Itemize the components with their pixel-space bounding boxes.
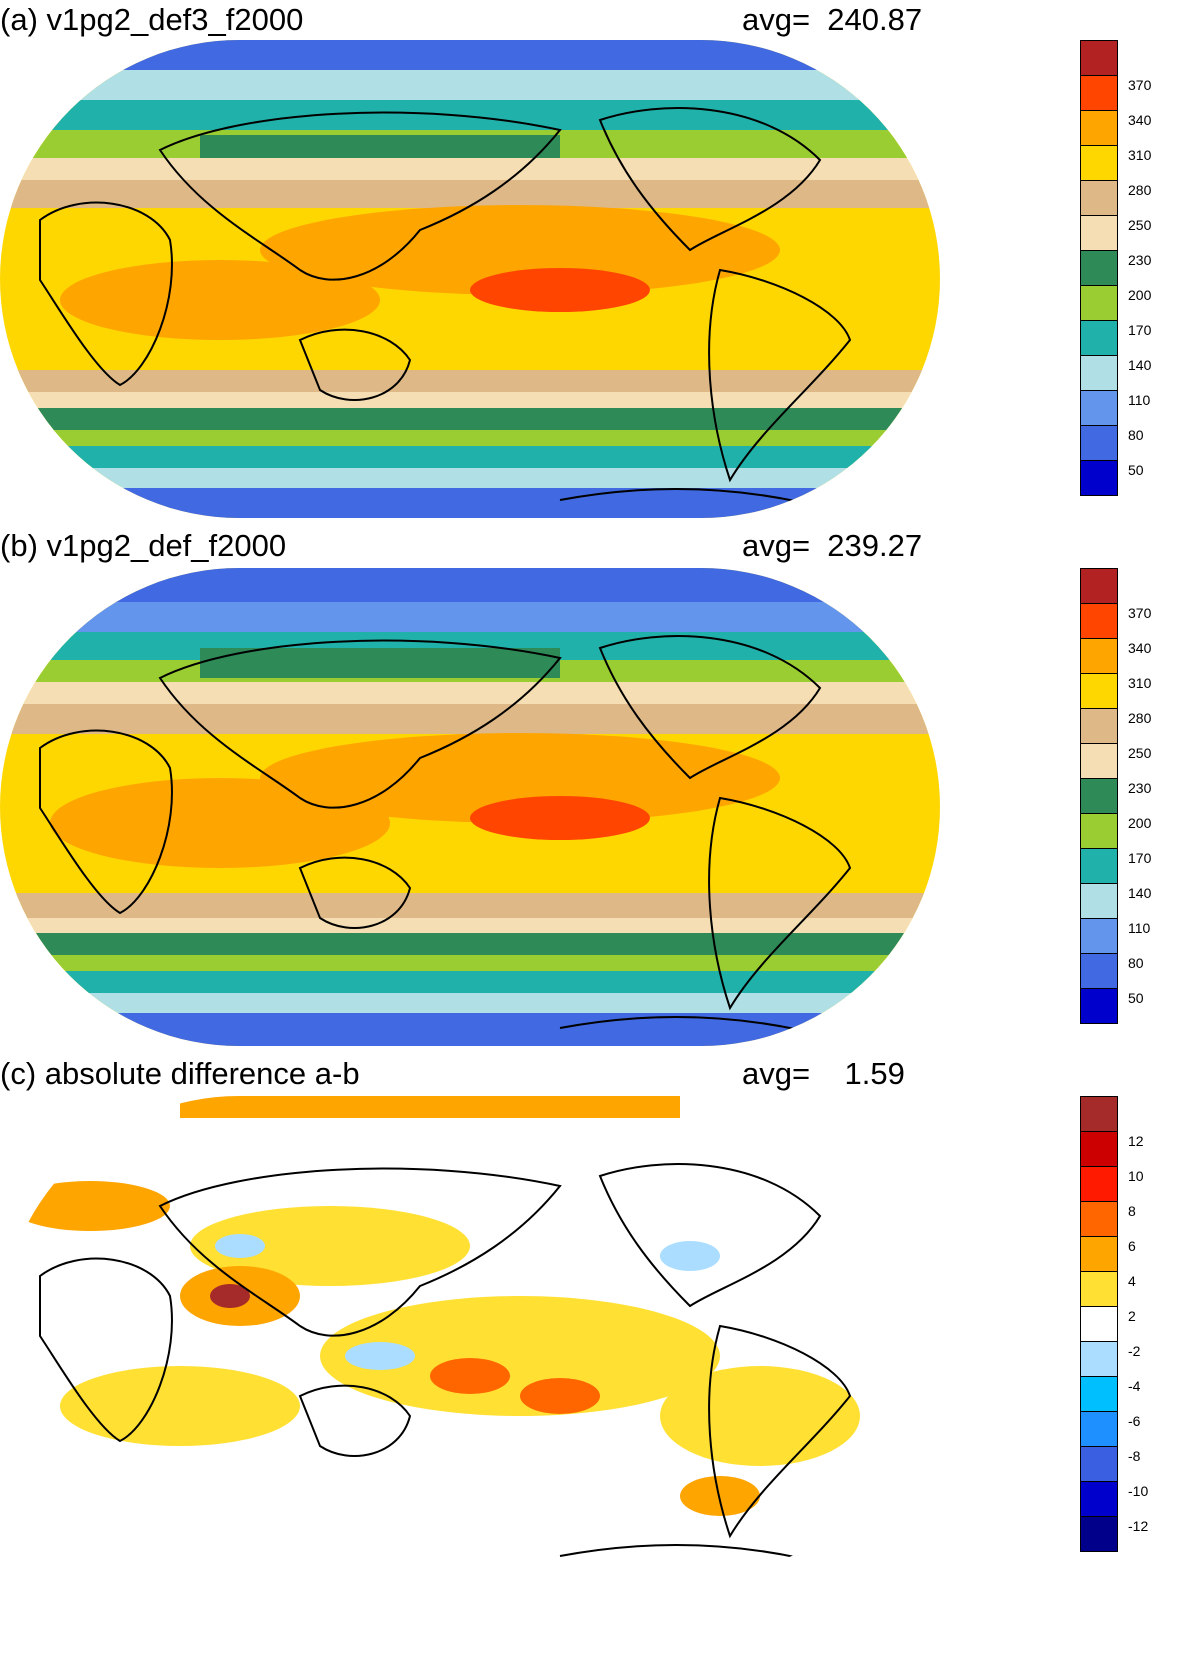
panel-average: avg= 240.87	[742, 2, 923, 37]
colorbar-label: 230	[1128, 780, 1152, 796]
colorbar-label: 4	[1128, 1273, 1136, 1289]
colorbar-swatch	[1080, 425, 1118, 461]
colorbar-a: 370 340 310 280 250 230 200 170 140 110 …	[1080, 40, 1184, 510]
colorbar-swatch	[1080, 1306, 1118, 1342]
colorbar-label: 280	[1128, 710, 1152, 726]
colorbar-label: 6	[1128, 1238, 1136, 1254]
map-a	[0, 40, 940, 518]
colorbar-swatch	[1080, 918, 1118, 954]
colorbar-swatch	[1080, 145, 1118, 181]
colorbar-label: 200	[1128, 815, 1152, 831]
colorbar-label: 280	[1128, 182, 1152, 198]
colorbar-label: 50	[1128, 462, 1144, 478]
colorbar-swatch	[1080, 215, 1118, 251]
colorbar-swatch	[1080, 953, 1118, 989]
colorbar-swatch	[1080, 988, 1118, 1024]
colorbar-swatch	[1080, 568, 1118, 604]
colorbar-label: -8	[1128, 1448, 1141, 1464]
colorbar-swatch	[1080, 708, 1118, 744]
colorbar-label: 170	[1128, 850, 1152, 866]
colorbar-label: 370	[1128, 77, 1152, 93]
colorbar-swatch	[1080, 1376, 1118, 1412]
colorbar-swatch	[1080, 460, 1118, 496]
colorbar-label: 2	[1128, 1308, 1136, 1324]
colorbar-swatch	[1080, 40, 1118, 76]
colorbar-swatch	[1080, 1446, 1118, 1482]
colorbar-swatch	[1080, 285, 1118, 321]
colorbar-label: 170	[1128, 322, 1152, 338]
colorbar-label: 310	[1128, 147, 1152, 163]
colorbar-label: 50	[1128, 990, 1144, 1006]
colorbar-swatch	[1080, 673, 1118, 709]
colorbar-c: 12 10 8 6 4 2 -2 -4 -6 -8 -10 -12	[1080, 1096, 1184, 1566]
colorbar-label: 80	[1128, 427, 1144, 443]
colorbar-swatch	[1080, 180, 1118, 216]
colorbar-label: 110	[1128, 392, 1151, 408]
colorbar-swatch	[1080, 1516, 1118, 1552]
colorbar-swatch	[1080, 1096, 1118, 1132]
colorbar-swatch	[1080, 110, 1118, 146]
colorbar-swatch	[1080, 1166, 1118, 1202]
colorbar-swatch	[1080, 638, 1118, 674]
colorbar-swatch	[1080, 1481, 1118, 1517]
colorbar-swatch	[1080, 743, 1118, 779]
colorbar-label: 340	[1128, 112, 1152, 128]
colorbar-swatch	[1080, 1271, 1118, 1307]
colorbar-label: 230	[1128, 252, 1152, 268]
panel-title: (b) v1pg2_def_f2000	[0, 528, 287, 563]
colorbar-swatch	[1080, 778, 1118, 814]
colorbar-swatch	[1080, 1236, 1118, 1272]
colorbar-label: -2	[1128, 1343, 1141, 1359]
colorbar-label: 12	[1128, 1133, 1144, 1149]
colorbar-swatch	[1080, 813, 1118, 849]
colorbar-label: 10	[1128, 1168, 1144, 1184]
colorbar-label: 200	[1128, 287, 1152, 303]
colorbar-swatch	[1080, 320, 1118, 356]
colorbar-swatch	[1080, 1411, 1118, 1447]
colorbar-swatch	[1080, 1131, 1118, 1167]
map-c	[0, 1096, 940, 1574]
panel-average: avg= 1.59	[742, 1056, 905, 1091]
colorbar-label: -12	[1128, 1518, 1149, 1534]
colorbar-label: 8	[1128, 1203, 1136, 1219]
colorbar-label: 140	[1128, 885, 1152, 901]
colorbar-label: 340	[1128, 640, 1152, 656]
colorbar-swatch	[1080, 1201, 1118, 1237]
colorbar-swatch	[1080, 355, 1118, 391]
colorbar-label: -6	[1128, 1413, 1141, 1429]
colorbar-label: 110	[1128, 920, 1151, 936]
colorbar-label: -10	[1128, 1483, 1149, 1499]
map-b	[0, 568, 940, 1046]
colorbar-swatch	[1080, 390, 1118, 426]
colorbar-label: -4	[1128, 1378, 1141, 1394]
colorbar-label: 80	[1128, 955, 1144, 971]
colorbar-swatch	[1080, 848, 1118, 884]
panel-average: avg= 239.27	[742, 528, 923, 563]
colorbar-label: 310	[1128, 675, 1152, 691]
colorbar-swatch	[1080, 250, 1118, 286]
panel-title: (a) v1pg2_def3_f2000	[0, 2, 304, 37]
panel-title: (c) absolute difference a-b	[0, 1056, 360, 1091]
colorbar-swatch	[1080, 1341, 1118, 1377]
colorbar-swatch	[1080, 75, 1118, 111]
colorbar-b: 370 340 310 280 250 230 200 170 140 110 …	[1080, 568, 1184, 1038]
colorbar-label: 250	[1128, 217, 1152, 233]
colorbar-swatch	[1080, 603, 1118, 639]
colorbar-label: 140	[1128, 357, 1152, 373]
colorbar-label: 250	[1128, 745, 1152, 761]
colorbar-swatch	[1080, 883, 1118, 919]
colorbar-label: 370	[1128, 605, 1152, 621]
